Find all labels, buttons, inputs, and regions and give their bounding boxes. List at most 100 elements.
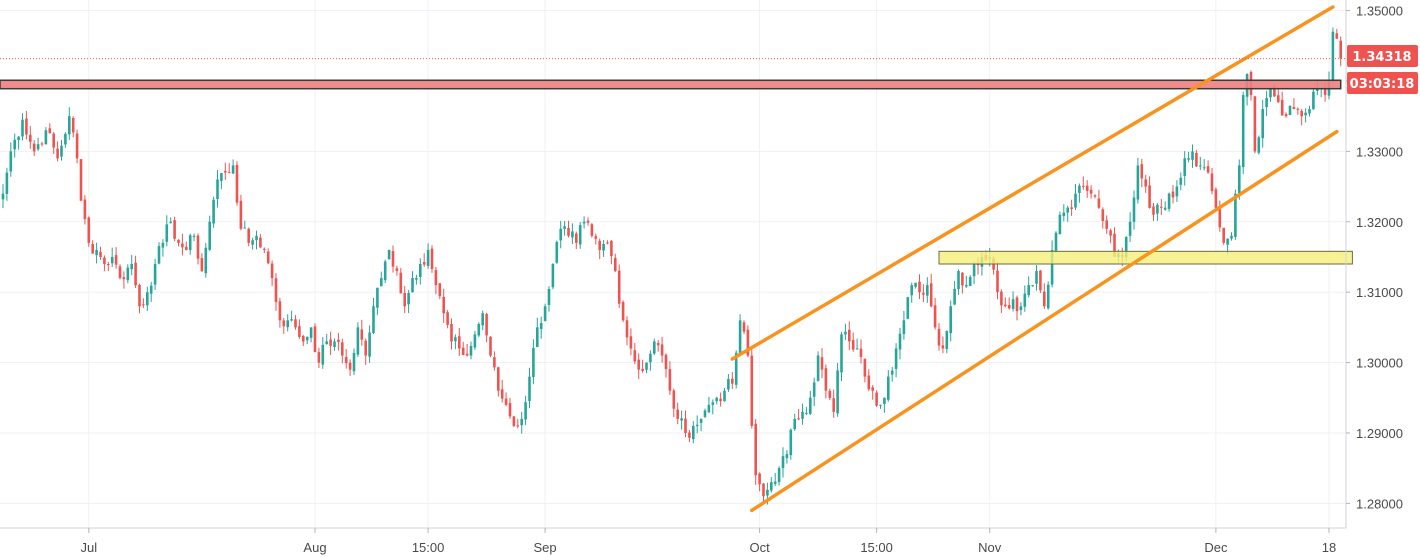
candle <box>1288 105 1292 116</box>
candle <box>543 303 547 322</box>
candle-body <box>368 332 371 357</box>
candle <box>352 348 356 376</box>
candle-body <box>965 285 968 287</box>
candle <box>1000 289 1003 313</box>
candle <box>263 247 266 254</box>
price-tick-label: 1.28000 <box>1356 496 1403 511</box>
candle <box>290 310 293 322</box>
candle <box>668 361 672 395</box>
candle <box>746 325 750 358</box>
candle-body <box>625 320 629 338</box>
candle <box>645 362 648 374</box>
candle <box>274 273 278 311</box>
candle-body <box>504 398 508 405</box>
candle <box>188 233 192 255</box>
candle-body <box>1160 206 1163 208</box>
candle <box>805 406 808 416</box>
candle-body <box>590 224 594 236</box>
candle-body <box>325 341 328 344</box>
candle-body <box>1335 33 1339 39</box>
candle <box>914 282 917 289</box>
candle-body <box>1046 284 1050 309</box>
candle-body <box>192 235 196 237</box>
candle-body <box>1331 31 1335 81</box>
candle-body <box>146 292 149 306</box>
candle <box>571 223 574 244</box>
candle-body <box>617 270 621 304</box>
candle <box>216 170 219 208</box>
candle-body <box>539 323 543 330</box>
candle-body <box>118 266 122 279</box>
candle <box>29 126 32 149</box>
candle <box>337 332 340 351</box>
candle-body <box>450 324 453 342</box>
candle <box>1257 135 1261 155</box>
candle <box>532 339 535 385</box>
candle <box>617 264 621 308</box>
candle <box>926 277 929 303</box>
candle <box>325 333 328 345</box>
candle <box>426 243 430 269</box>
candle-body <box>1253 96 1257 152</box>
candle <box>434 266 438 295</box>
candle <box>637 353 640 380</box>
candle-body <box>407 292 410 305</box>
candle-body <box>926 285 929 296</box>
candle <box>1191 144 1194 168</box>
candle-body <box>376 287 379 308</box>
candle-body <box>524 402 527 420</box>
candle <box>816 351 820 382</box>
candle <box>298 319 301 339</box>
candle-body <box>637 359 640 370</box>
candle <box>1144 174 1147 193</box>
candle-body <box>1015 297 1019 312</box>
candle <box>933 297 937 330</box>
candle-body <box>1085 185 1089 191</box>
candle-body <box>1226 238 1229 245</box>
candle <box>1175 180 1179 202</box>
candle-body <box>438 283 442 297</box>
candle-body <box>333 341 336 348</box>
candle-body <box>1031 285 1034 287</box>
candle-body <box>40 143 44 145</box>
candle-body <box>114 255 118 265</box>
candle <box>1097 189 1101 209</box>
price-tick-label: 1.29000 <box>1356 426 1403 441</box>
candle-body <box>305 336 309 341</box>
candle <box>1152 203 1155 221</box>
candle-body <box>329 339 332 346</box>
candle-body <box>403 293 406 307</box>
candle <box>614 253 617 273</box>
candle-body <box>684 418 687 433</box>
candle <box>489 336 492 358</box>
candle <box>586 217 590 226</box>
candle <box>824 364 828 399</box>
candle <box>1160 198 1163 215</box>
candle-body <box>875 392 878 406</box>
candle-body <box>1109 230 1112 236</box>
candle-body <box>360 329 364 340</box>
candle <box>454 334 457 350</box>
candle-body <box>656 342 660 346</box>
candle <box>1046 281 1050 310</box>
time-axis: Jul Aug 15:00 Sep Oct 15:00 Nov Dec 18 <box>80 528 1336 555</box>
candle <box>598 238 601 260</box>
support-zone <box>938 250 1353 265</box>
candle-body <box>422 262 426 265</box>
candle-body <box>699 418 703 423</box>
candle <box>224 162 227 180</box>
candle <box>1058 211 1062 235</box>
candle <box>442 288 445 323</box>
candle <box>1277 88 1280 104</box>
candle-body <box>672 390 676 409</box>
time-tick-label: Jul <box>80 540 97 555</box>
candle-body <box>836 370 839 414</box>
candle <box>1241 91 1245 175</box>
candle <box>941 336 945 354</box>
candle-body <box>270 263 274 279</box>
candle <box>750 348 754 429</box>
candle <box>368 325 371 363</box>
candle-body <box>996 270 999 293</box>
candle-body <box>79 159 83 201</box>
